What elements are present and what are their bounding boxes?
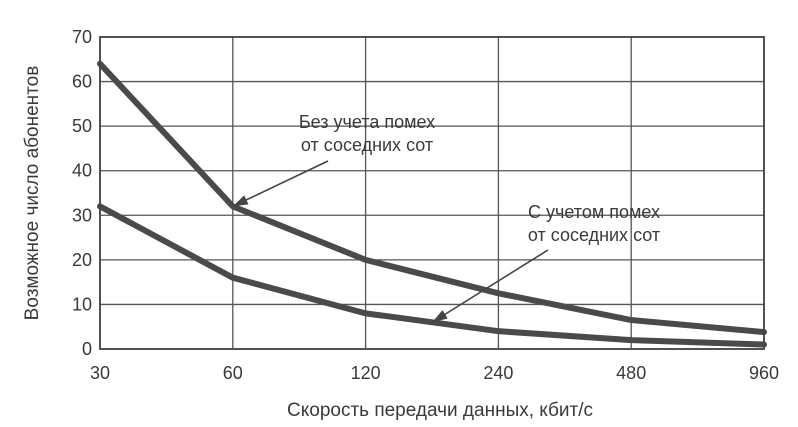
x-tick-label-3: 240 xyxy=(483,363,513,383)
x-tick-label-1: 60 xyxy=(223,363,243,383)
y-axis-label: Возможное число абонентов xyxy=(22,66,43,321)
y-tick-label-2: 20 xyxy=(72,250,92,270)
annotation-arrow-1 xyxy=(232,160,329,208)
y-tick-labels: 0 10 20 30 40 50 60 70 xyxy=(72,27,92,359)
plot-frame xyxy=(99,36,765,350)
y-tick-label-3: 30 xyxy=(72,205,92,225)
y-tick-label-1: 10 xyxy=(72,294,92,314)
annotation-arrowhead-2 xyxy=(432,310,448,323)
annotation-arrow-2 xyxy=(431,249,549,323)
annotation-1-line-2: от соседних сот xyxy=(301,135,433,155)
annotation-arrowhead-1 xyxy=(232,195,249,207)
x-tick-label-0: 30 xyxy=(90,363,110,383)
y-tick-label-7: 70 xyxy=(72,27,92,47)
annotation-2-line-2: от соседних сот xyxy=(528,225,660,245)
x-tick-label-2: 120 xyxy=(351,363,381,383)
annotation-arrows xyxy=(232,160,549,323)
x-tick-labels: 30 60 120 240 480 960 xyxy=(90,363,779,383)
series-layer xyxy=(97,60,767,348)
grid xyxy=(99,36,765,350)
y-tick-label-6: 60 xyxy=(72,72,92,92)
x-tick-label-5: 960 xyxy=(749,363,779,383)
y-tick-label-4: 40 xyxy=(72,161,92,181)
y-tick-label-0: 0 xyxy=(82,339,92,359)
annotation-2-line-1: С учетом помех xyxy=(528,202,660,222)
annotation-1-line-1: Без учета помех xyxy=(299,112,435,132)
x-axis-label: Скорость передачи данных, кбит/с xyxy=(287,400,593,421)
series-line-0 xyxy=(97,60,767,336)
y-tick-label-5: 50 xyxy=(72,116,92,136)
series-line-1 xyxy=(97,203,767,348)
x-tick-label-4: 480 xyxy=(616,363,646,383)
